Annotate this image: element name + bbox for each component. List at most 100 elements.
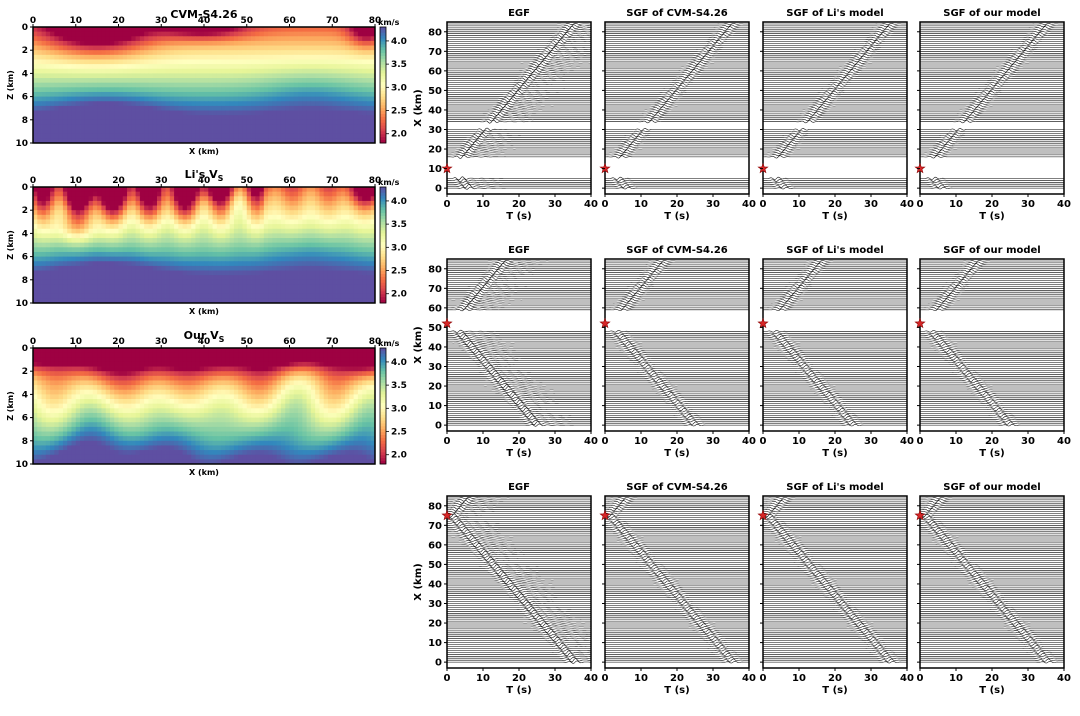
velocity-cell: [174, 366, 179, 372]
velocity-cell: [362, 36, 367, 42]
velocity-cell: [212, 385, 218, 391]
velocity-cell: [191, 375, 196, 381]
velocity-cell: [221, 59, 226, 65]
velocity-cell: [212, 59, 218, 65]
velocity-cell: [165, 389, 171, 395]
velocity-cell: [357, 50, 363, 56]
velocity-cell: [208, 385, 213, 391]
velocity-cell: [204, 45, 209, 51]
velocity-cell: [280, 45, 286, 51]
velocity-cell: [122, 87, 128, 93]
velocity-cell: [191, 110, 196, 116]
velocity-cell: [50, 124, 55, 130]
velocity-cell: [251, 205, 256, 211]
velocity-cell: [161, 91, 166, 97]
velocity-cell: [45, 50, 51, 56]
velocity-cell: [272, 27, 278, 33]
velocity-cell: [105, 371, 111, 377]
velocity-cell: [233, 115, 239, 121]
velocity-cell: [216, 59, 222, 65]
velocity-cell: [285, 361, 290, 367]
velocity-cell: [315, 196, 320, 202]
velocity-cell: [50, 289, 55, 295]
velocity-cell: [127, 219, 132, 225]
colorbar-cell: [380, 96, 386, 100]
velocity-cell: [182, 275, 188, 281]
velocity-cell: [345, 385, 350, 391]
velocity-cell: [54, 119, 60, 125]
velocity-cell: [122, 214, 128, 220]
velocity-cell: [242, 389, 248, 395]
velocity-cell: [92, 119, 98, 125]
velocity-cell: [340, 91, 346, 97]
velocity-cell: [62, 261, 68, 267]
velocity-cell: [127, 270, 132, 276]
velocity-cell: [315, 205, 320, 211]
velocity-cell: [298, 87, 303, 93]
velocity-cell: [263, 133, 269, 139]
velocity-cell: [37, 78, 42, 84]
velocity-cell: [208, 133, 213, 139]
velocity-cell: [349, 375, 355, 381]
velocity-cell: [92, 87, 98, 93]
velocity-cell: [75, 59, 81, 65]
velocity-cell: [255, 73, 260, 79]
velocity-cell: [353, 371, 359, 377]
velocity-cell: [263, 352, 269, 358]
velocity-cell: [156, 133, 162, 139]
velocity-cell: [323, 101, 329, 107]
velocity-cell: [315, 82, 320, 88]
velocity-cell: [71, 233, 77, 239]
velocity-cell: [327, 371, 333, 377]
velocity-cell: [37, 238, 42, 244]
velocity-cell: [332, 242, 337, 248]
velocity-cell: [285, 357, 290, 363]
velocity-cell: [306, 357, 312, 363]
velocity-cell: [45, 129, 51, 135]
velocity-cell: [242, 366, 248, 372]
velocity-cell: [178, 357, 184, 363]
velocity-cell: [204, 210, 209, 216]
velocity-cell: [105, 352, 111, 358]
velocity-cell: [97, 375, 102, 381]
velocity-cell: [45, 256, 51, 262]
velocity-cell: [58, 210, 64, 216]
velocity-cell: [165, 105, 171, 111]
velocity-cell: [366, 233, 372, 239]
velocity-cell: [268, 68, 273, 74]
velocity-cell: [186, 50, 192, 56]
velocity-cell: [92, 78, 98, 84]
velocity-cell: [357, 87, 363, 93]
velocity-cell: [242, 191, 248, 197]
velocity-cell: [135, 68, 141, 74]
velocity-cell: [315, 214, 320, 220]
velocity-cell: [45, 45, 51, 51]
velocity-cell: [340, 210, 346, 216]
velocity-cell: [58, 385, 64, 391]
velocity-cell: [84, 210, 89, 216]
velocity-cell: [148, 27, 154, 33]
velocity-cell: [54, 78, 60, 84]
velocity-cell: [310, 380, 316, 386]
velocity-cell: [118, 40, 124, 46]
velocity-cell: [263, 64, 269, 70]
velocity-cell: [169, 191, 175, 197]
velocity-cell: [289, 270, 295, 276]
velocity-cell: [280, 50, 286, 56]
velocity-cell: [54, 82, 60, 88]
velocity-cell: [327, 352, 333, 358]
velocity-cell: [332, 191, 337, 197]
velocity-cell: [319, 385, 325, 391]
velocity-cell: [144, 138, 149, 144]
velocity-cell: [310, 357, 316, 363]
velocity-cell: [229, 78, 235, 84]
velocity-cell: [191, 68, 196, 74]
velocity-cell: [114, 64, 119, 70]
velocity-cell: [366, 105, 372, 111]
velocity-cell: [246, 251, 252, 257]
velocity-cell: [225, 242, 231, 248]
velocity-cell: [310, 242, 316, 248]
velocity-cell: [298, 251, 303, 257]
velocity-cell: [293, 284, 299, 290]
colorbar-frame: [379, 186, 387, 304]
